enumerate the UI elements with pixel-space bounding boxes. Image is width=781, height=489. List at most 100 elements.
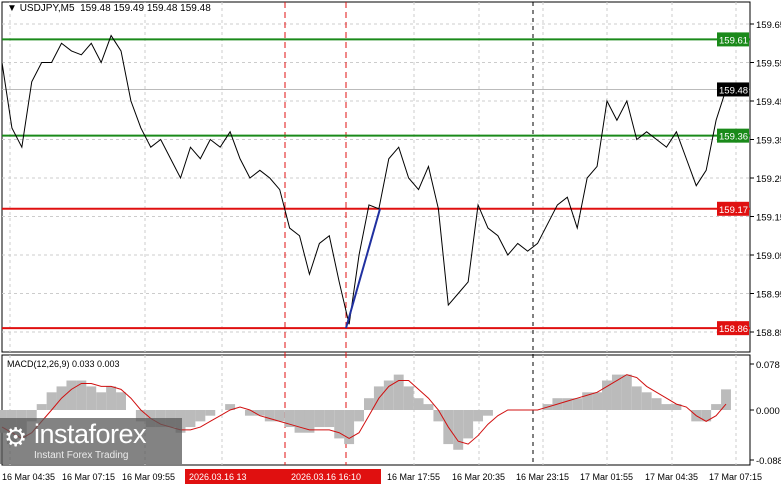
macd-histogram-bar <box>304 410 315 433</box>
macd-title: MACD(12,26,9) 0.033 0.003 <box>5 359 122 369</box>
macd-histogram-bar <box>383 380 394 410</box>
time-label: 16 Mar 23:15 <box>516 472 569 482</box>
time-marker-label: 2026.03.16 13 <box>189 472 247 482</box>
macd-tick-label: 0.000 <box>756 406 780 417</box>
macd-tick-label: 0.078 <box>756 360 780 371</box>
macd-histogram-bar <box>631 386 642 410</box>
macd-histogram-bar <box>641 392 652 410</box>
level-label: 159.17 <box>719 205 748 216</box>
logo-tagline: Instant Forex Trading <box>34 450 129 461</box>
macd-histogram-bar <box>195 410 206 422</box>
macd-histogram-bar <box>423 404 434 410</box>
macd-histogram-bar <box>592 392 603 410</box>
macd-histogram-bar <box>413 398 424 410</box>
macd-histogram-bar <box>344 410 355 445</box>
macd-histogram-bar <box>135 410 146 422</box>
level-label: 159.61 <box>719 35 748 46</box>
logo-brand: instaforex <box>34 419 147 449</box>
macd-histogram-bar <box>721 389 731 410</box>
price-tick-label: 159.25 <box>756 174 781 185</box>
macd-histogram-bar <box>364 398 374 410</box>
time-label: 16 Mar 20:35 <box>452 472 505 482</box>
instaforex-watermark: ⚙ instaforex Instant Forex Trading <box>0 418 182 464</box>
time-marker-label: 2026.03.16 16:10 <box>291 472 361 482</box>
trend-line <box>345 208 381 329</box>
macd-histogram-bar <box>96 392 107 410</box>
macd-histogram-bar <box>225 404 236 410</box>
macd-histogram-bar <box>453 410 464 450</box>
price-tick-label: 159.05 <box>756 251 781 262</box>
time-label: 16 Mar 07:15 <box>62 472 115 482</box>
price-tick-label: 158.85 <box>756 328 781 339</box>
time-label: 17 Mar 07:15 <box>709 472 762 482</box>
time-label: 17 Mar 01:55 <box>580 472 633 482</box>
level-badge <box>717 321 749 336</box>
logo-gear-icon: ⚙ <box>4 422 28 452</box>
macd-histogram-bar <box>403 386 414 410</box>
level-badge <box>717 32 749 47</box>
current-price-label: 159.48 <box>719 85 748 96</box>
macd-histogram-bar <box>671 404 682 410</box>
macd-histogram-bar <box>572 398 583 410</box>
macd-histogram-bar <box>205 410 216 416</box>
price-tick-label: 159.65 <box>756 20 781 31</box>
macd-histogram-bar <box>433 410 444 422</box>
macd-histogram-bar <box>244 410 255 416</box>
macd-histogram-bar <box>711 404 722 410</box>
price-tick-label: 159.35 <box>756 136 781 147</box>
macd-histogram-bar <box>701 410 712 422</box>
macd-histogram-bar <box>106 386 117 410</box>
symbol-label: USDJPY,M5 <box>19 3 75 14</box>
ohlc-values: 159.48 159.49 159.48 159.48 <box>80 3 211 14</box>
macd-histogram-bar <box>621 374 632 410</box>
macd-histogram-bar <box>264 410 275 422</box>
macd-histogram-bar <box>393 374 404 410</box>
current-price-badge <box>717 82 749 97</box>
macd-histogram-bar <box>66 380 77 410</box>
price-tick-label: 158.95 <box>756 290 781 301</box>
price-tick-label: 159.15 <box>756 213 781 224</box>
macd-histogram-bar <box>661 404 672 410</box>
macd-histogram-bar <box>611 374 622 410</box>
macd-histogram-bar <box>46 392 57 410</box>
level-badge <box>717 128 749 143</box>
macd-tick-label: -0.088 <box>756 456 781 467</box>
triangle-down-icon[interactable]: ▼ <box>7 3 17 14</box>
price-tick-label: 159.45 <box>756 97 781 108</box>
level-label: 159.36 <box>719 132 748 143</box>
macd-histogram-bar <box>36 404 47 410</box>
macd-histogram-bar <box>354 410 364 422</box>
macd-histogram-bar <box>582 392 593 410</box>
macd-histogram-bar <box>473 410 484 422</box>
price-tick-label: 159.55 <box>756 59 781 70</box>
macd-histogram-bar <box>185 410 196 428</box>
level-badge <box>717 201 749 216</box>
macd-histogram-bar <box>294 410 305 433</box>
macd-histogram-bar <box>274 410 285 422</box>
macd-histogram-bar <box>334 410 345 439</box>
macd-histogram-bar <box>463 410 474 439</box>
macd-histogram-bar <box>483 410 493 416</box>
main-pane <box>1 1 751 353</box>
time-label: 16 Mar 09:55 <box>122 472 175 482</box>
chart-title: ▼ USDJPY,M5 159.48 159.49 159.48 159.48 <box>5 3 213 14</box>
time-marker-badge <box>185 469 381 484</box>
time-label: 16 Mar 17:55 <box>387 472 440 482</box>
macd-histogram-bar <box>26 410 37 422</box>
macd-histogram-bar <box>284 410 295 428</box>
price-line <box>1 34 727 325</box>
macd-signal-line <box>1 374 727 445</box>
macd-histogram-bar <box>86 386 97 410</box>
macd-histogram-bar <box>324 410 335 428</box>
macd-histogram-bar <box>602 380 612 410</box>
macd-histogram-bar <box>116 392 126 410</box>
time-label: 17 Mar 04:35 <box>645 472 698 482</box>
level-label: 158.86 <box>719 324 748 335</box>
macd-histogram-bar <box>254 410 265 416</box>
macd-histogram-bar <box>651 398 662 410</box>
macd-histogram-bar <box>314 410 325 428</box>
macd-histogram-bar <box>562 398 573 410</box>
time-label: 16 Mar 04:35 <box>2 472 55 482</box>
macd-histogram-bar <box>76 380 87 410</box>
